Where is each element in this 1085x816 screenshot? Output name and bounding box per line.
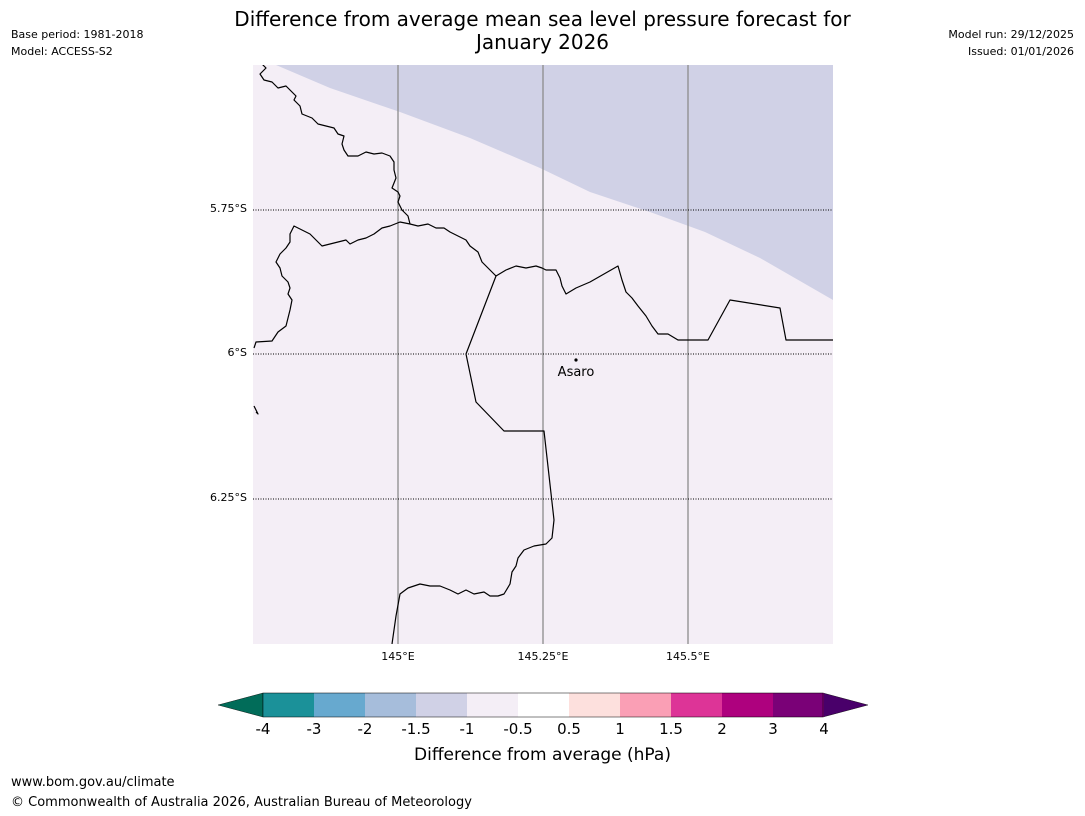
colorbar-tick: 1 [615,720,625,738]
colorbar-tick: 0.5 [557,720,581,738]
issued-date: Issued: 01/01/2026 [967,45,1074,58]
colorbar-tick: -3 [306,720,322,738]
lon-label-145-5e: 145.5°E [666,650,710,663]
place-label-asaro: Asaro [557,365,595,380]
base-period: Base period: 1981-2018 [11,28,144,41]
boundary-central [391,275,555,644]
colorbar-tick: -2 [357,720,373,738]
colorbar [217,692,869,718]
colorbar-tick: 1.5 [659,720,683,738]
footer-copyright: © Commonwealth of Australia 2026, Austra… [11,795,472,810]
colorbar-segment [416,693,467,717]
meta-right: Model run: 29/12/2025 Issued: 01/01/2026 [948,26,1074,60]
colorbar-segment [314,693,365,717]
colorbar-segment [671,693,722,717]
colorbar-segment [518,693,569,717]
title-line-1: Difference from average mean sea level p… [234,7,851,31]
colorbar-segment [773,693,824,717]
lat-label-6-25s: 6.25°S [210,491,247,504]
colorbar-segment [467,693,518,717]
map-area [253,65,833,644]
colorbar-tick: -1 [459,720,475,738]
lat-label-5-75s: 5.75°S [210,202,247,215]
title-line-2: January 2026 [475,30,610,54]
colorbar-extend-high [822,692,869,718]
footer-url[interactable]: www.bom.gov.au/climate [11,775,175,790]
colorbar-extend-low [217,692,264,718]
province-boundaries [253,65,833,644]
colorbar-outline [262,692,824,718]
low-pressure-anomaly-fill [276,65,833,300]
colorbar-tick: 4 [819,720,829,738]
colorbar-tick: -0.5 [503,720,533,738]
colorbar-segment [365,693,416,717]
boundary-edge-fragment [253,405,259,415]
lat-label-6s: 6°S [227,346,247,359]
colorbar-tick: -4 [255,720,271,738]
meta-left: Base period: 1981-2018 Model: ACCESS-S2 [11,26,143,60]
colorbar-segment [620,693,671,717]
model-name: Model: ACCESS-S2 [11,45,113,58]
colorbar-segment [569,693,620,717]
asaro-marker [574,358,578,362]
model-run: Model run: 29/12/2025 [948,28,1074,41]
boundary-west-highlands [253,221,833,349]
colorbar-segment [263,693,314,717]
lon-label-145-25e: 145.25°E [517,650,569,663]
lon-label-145e: 145°E [381,650,415,663]
colorbar-label: Difference from average (hPa) [414,745,671,765]
colorbar-tick: 2 [717,720,727,738]
colorbar-tick: -1.5 [401,720,431,738]
boundary-northwest [259,65,411,225]
chart-title: Difference from average mean sea level p… [0,8,1085,54]
colorbar-tick: 3 [768,720,778,738]
colorbar-segment [722,693,773,717]
